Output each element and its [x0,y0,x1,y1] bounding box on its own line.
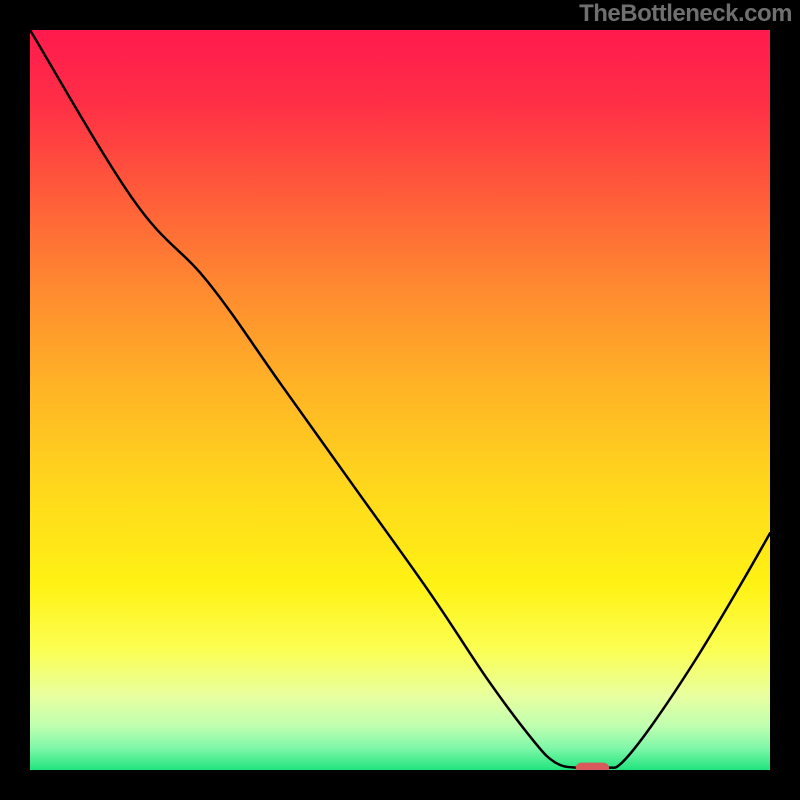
chart-background [30,30,770,770]
bottleneck-chart [30,30,770,770]
watermark-text: TheBottleneck.com [579,0,792,28]
optimal-marker [576,763,609,770]
chart-root: TheBottleneck.com [0,0,800,800]
chart-svg [30,30,770,770]
